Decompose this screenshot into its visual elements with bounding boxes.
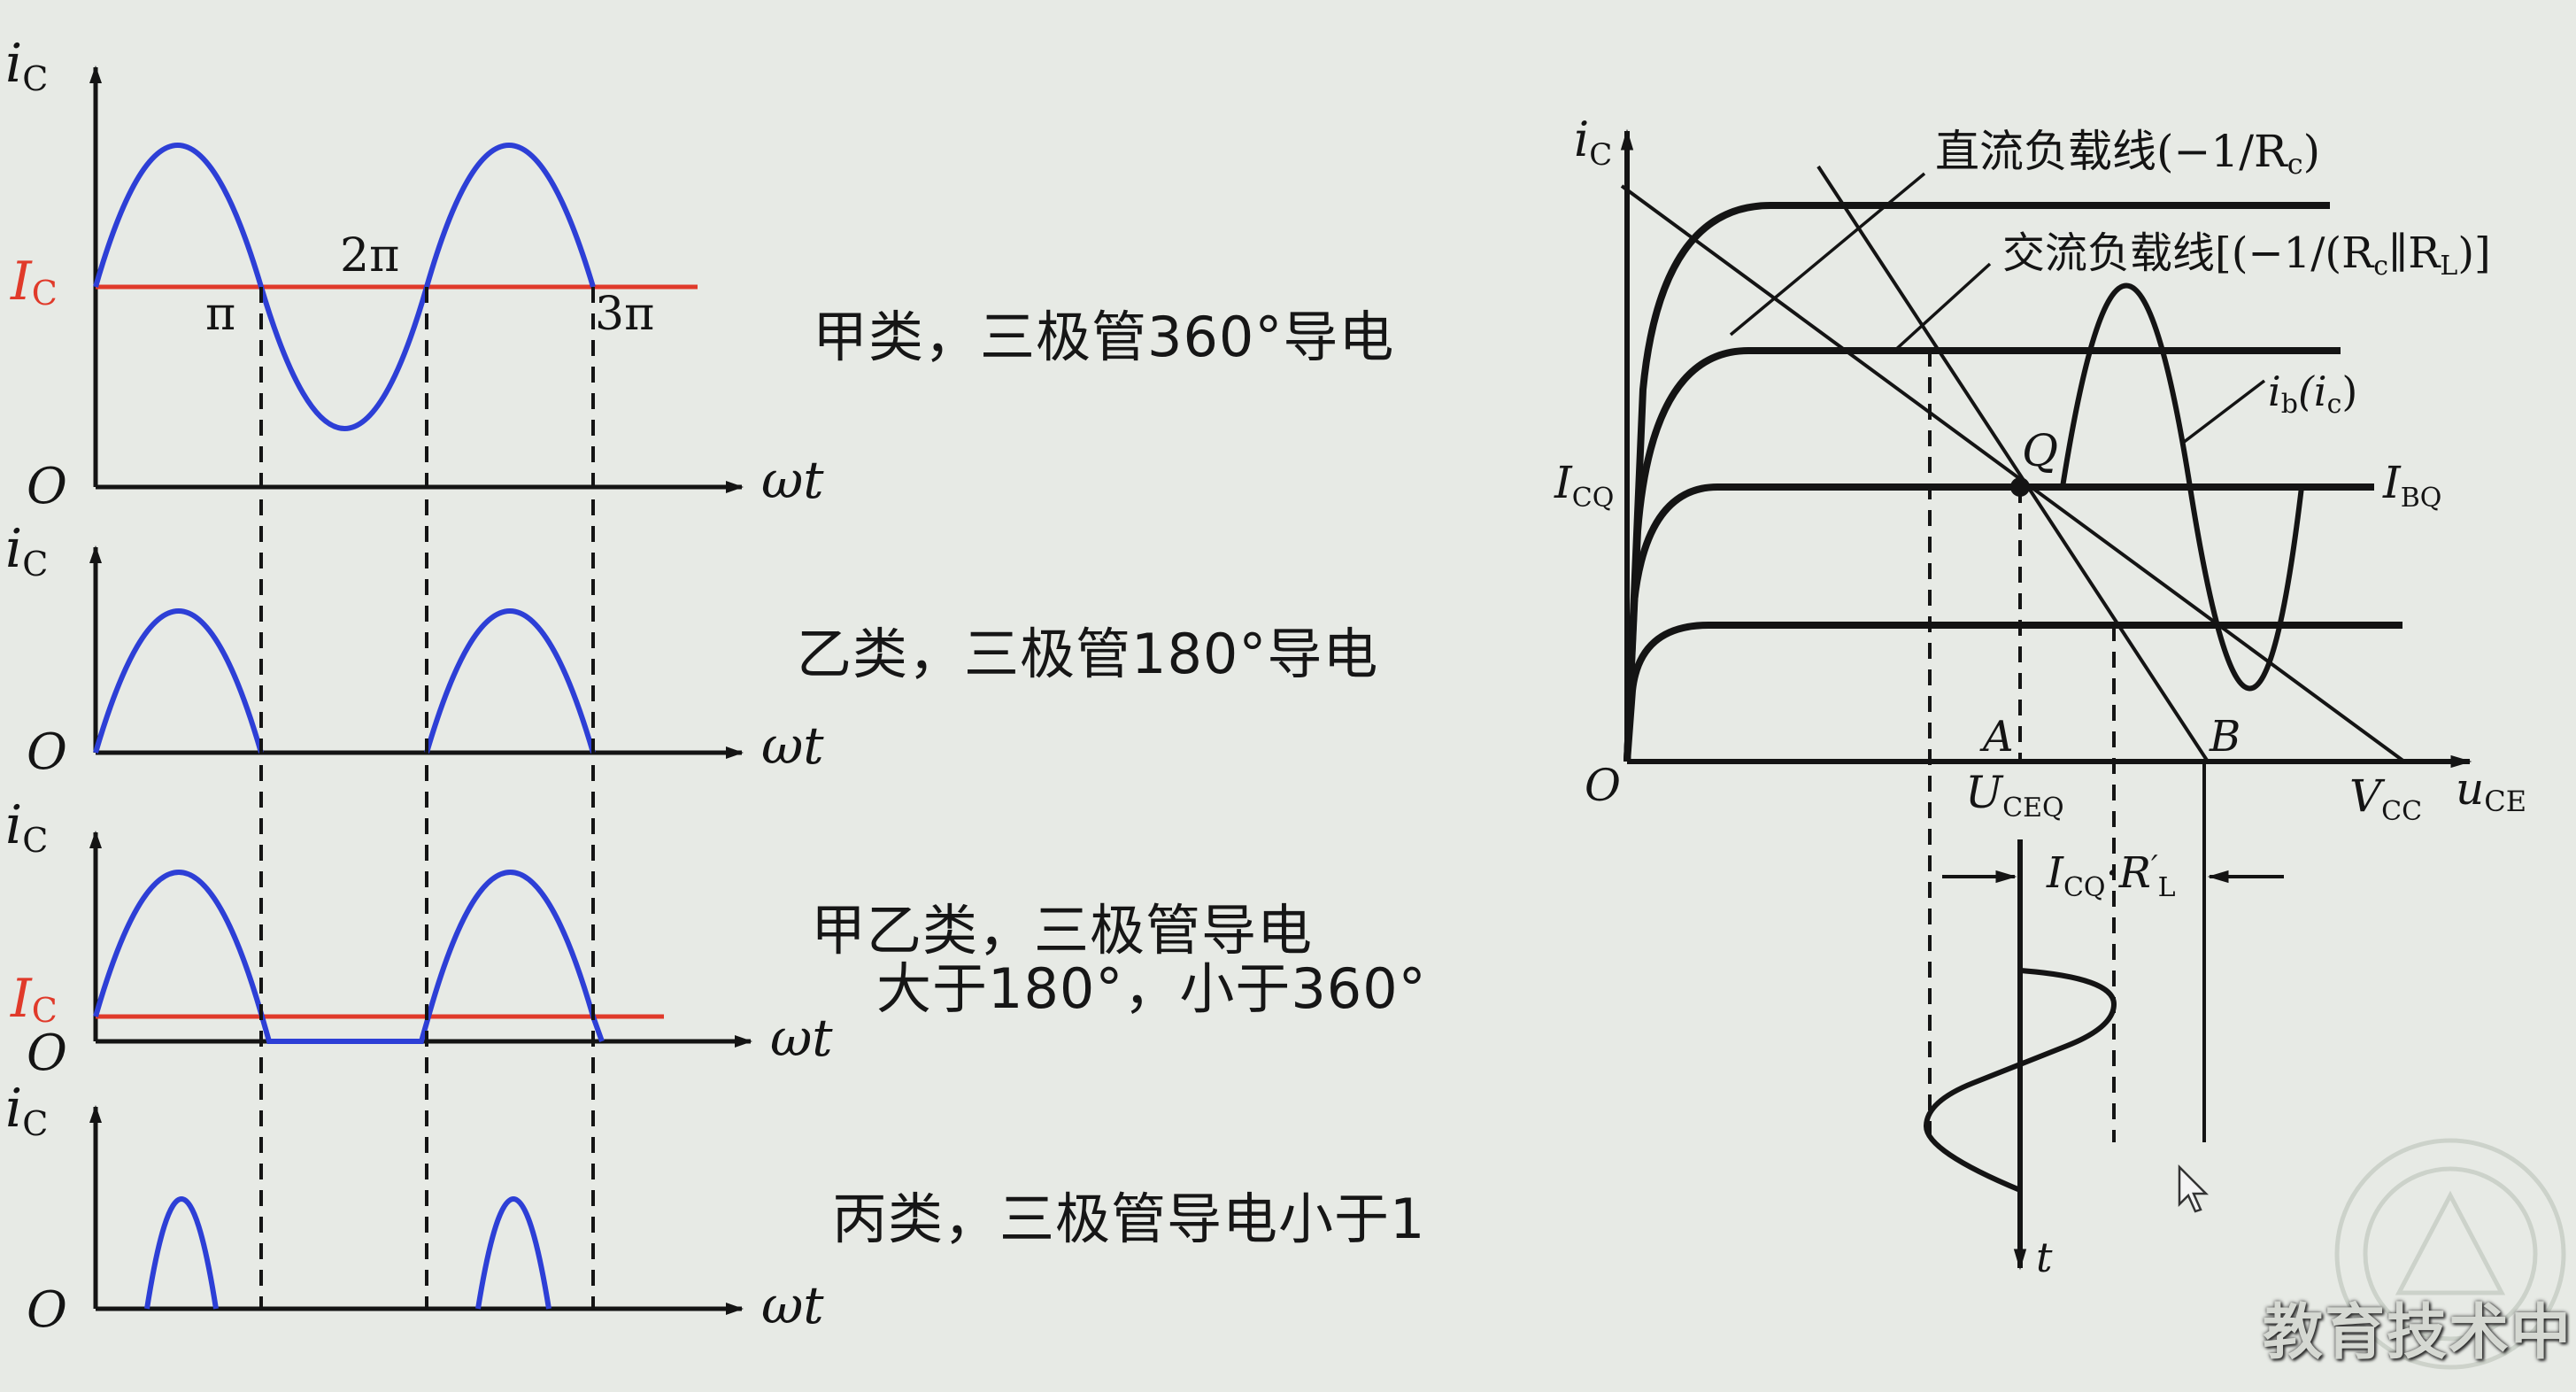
axis-y-label: iC [5,794,48,860]
half-wave-2 [424,608,596,754]
output-curve-2 [1623,347,2341,762]
axis-x-label: ωt [761,450,824,510]
dc-label-leader [1729,172,1926,336]
y-axis-label: iC [1574,112,1612,173]
uceq-label: UCEQ [1965,767,2064,824]
origin-label: O [27,1025,67,1082]
full-sine-wave [93,143,596,431]
ac-label-leader [1891,262,1992,354]
origin-label: O [1585,760,1621,811]
class-a-caption: 甲类，三极管360°导电 [813,305,1395,369]
class-a-panel: iC IC O ωt π 2π 3π [5,33,824,515]
ic-level-label: IC [10,968,58,1030]
watermark: 教育技术中 [2262,1298,2572,1368]
axis-y-label: iC [5,518,48,584]
icq-rl-label: ICQ·R′L [2046,848,2176,903]
dc-load-line [1620,184,2406,763]
pulse-2 [475,1196,551,1310]
axis-y-label: iC [5,33,48,98]
output-characteristic-diagram [1620,128,2472,1271]
ib-signal-wave [2060,282,2304,692]
dc-load-line-label: 直流负载线(−1/Rc) [1935,126,2320,181]
ib-label-leader [2181,379,2266,445]
ic-level-label: IC [10,251,58,313]
class-b-caption: 乙类，三极管180°导电 [797,622,1379,686]
wave [93,870,605,1044]
half-wave-1 [93,608,264,754]
seal-icon [2334,1138,2566,1370]
mouse-cursor-icon [2178,1164,2210,1213]
output-curve-3-ibq [1623,483,2374,762]
x-axis-label: uCE [2456,763,2526,818]
ac-load-line [1816,165,2210,763]
output-curve-1 [1623,202,2330,762]
a-label: A [1979,712,2014,762]
class-ab-panel: iC IC O ωt [5,794,833,1082]
tick-2pi: 2π [340,229,399,282]
vcc-label: VCC [2349,770,2422,827]
b-label: B [2209,712,2241,762]
q-label: Q [2022,425,2058,476]
axis-x-label: ωt [761,1275,824,1335]
class-c-panel: iC O ωt [5,1078,824,1339]
pulse-1 [144,1196,219,1310]
origin-label: O [27,723,67,781]
class-c-caption: 丙类，三极管导电小于1 [832,1187,1426,1251]
axis-x-label: ωt [761,715,824,776]
tick-pi: π [205,288,235,341]
uce-output-wave [1923,968,2117,1193]
origin-label: O [27,1281,67,1339]
ac-load-line-label: 交流负载线[(−1/(Rc∥RL)] [2002,228,2491,282]
origin-label: O [27,458,67,515]
class-b-panel: iC O ωt [5,518,824,781]
right-diagram-labels: iC uCE O 直流负载线(−1/Rc) 交流负载线[(−1/(Rc∥RL)]… [1554,112,2526,1281]
axis-x-label: ωt [770,1008,833,1068]
projection-lines [1928,351,2116,1142]
tick-3pi: 3π [595,288,654,341]
class-ab-caption-line1: 甲乙类，三极管导电 [811,898,1314,963]
icq-label: ICQ [1554,457,1614,514]
axis-y-label: iC [5,1078,48,1143]
class-ab-caption-line2: 大于180°，小于360° [876,956,1427,1021]
ib-ic-label: ib(ic) [2268,367,2357,420]
ibq-label: IBQ [2382,457,2441,514]
phase-guide-lines [259,287,595,1309]
t-label: t [2036,1233,2053,1281]
output-curve-4 [1623,622,2402,762]
